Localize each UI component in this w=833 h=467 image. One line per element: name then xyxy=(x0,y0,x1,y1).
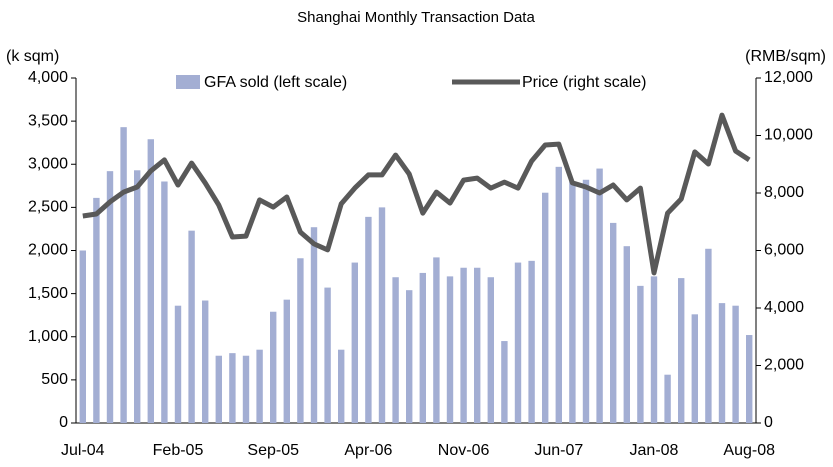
bar xyxy=(297,258,304,423)
y-tick-label: 4,000 xyxy=(28,69,68,86)
bar xyxy=(229,353,236,423)
bar xyxy=(147,139,154,424)
bar xyxy=(283,299,290,423)
bar xyxy=(93,197,100,423)
chart-title: Shanghai Monthly Transaction Data xyxy=(297,9,535,26)
bar xyxy=(365,216,372,423)
bar xyxy=(106,171,114,423)
legend-swatch xyxy=(176,75,200,89)
bar xyxy=(650,276,658,423)
bar xyxy=(528,260,535,423)
y-tick-label: 2,000 xyxy=(28,242,68,259)
bar xyxy=(310,227,318,423)
price-line xyxy=(82,112,751,276)
y-tick-label: 3,500 xyxy=(28,112,68,129)
bar xyxy=(79,250,86,423)
y-tick-label: 3,000 xyxy=(28,155,68,172)
bar xyxy=(392,277,399,423)
bar xyxy=(338,349,345,423)
bar xyxy=(555,166,562,423)
bar xyxy=(324,287,331,423)
bar xyxy=(474,267,481,423)
y2-tick-label: 6,000 xyxy=(764,242,804,259)
bar xyxy=(270,311,277,423)
bar xyxy=(174,305,182,423)
x-tick-label: Jul-04 xyxy=(61,442,105,459)
bar xyxy=(446,276,454,423)
bar xyxy=(188,230,195,423)
y-tick-label: 1,500 xyxy=(28,285,68,302)
bar xyxy=(746,335,753,423)
y-tick-label: 0 xyxy=(59,414,68,431)
legend-label: GFA sold (left scale) xyxy=(204,74,347,91)
bar xyxy=(419,272,426,423)
y2-tick-label: 4,000 xyxy=(764,299,804,316)
bar xyxy=(678,278,685,423)
bar xyxy=(406,290,413,423)
x-tick-label: Jun-07 xyxy=(534,442,583,459)
bar xyxy=(542,192,549,423)
y-tick-label: 500 xyxy=(41,371,68,388)
bar xyxy=(582,179,590,423)
y2-tick-label: 10,000 xyxy=(764,127,813,144)
bar xyxy=(664,374,671,423)
y-tick-label: 2,500 xyxy=(28,199,68,216)
bar xyxy=(623,246,630,423)
y-axis-title: (k sqm) xyxy=(6,48,59,65)
x-tick-label: Apr-06 xyxy=(344,442,392,459)
bar xyxy=(202,300,209,423)
bar xyxy=(487,277,494,423)
bar xyxy=(351,262,358,423)
bar xyxy=(242,355,250,423)
bar xyxy=(514,262,522,423)
y2-axis-title: (RMB/sqm) xyxy=(745,48,826,65)
y2-tick-label: 12,000 xyxy=(764,69,813,86)
bar xyxy=(610,222,617,423)
y-tick-label: 1,000 xyxy=(28,328,68,345)
x-tick-label: Aug-08 xyxy=(723,442,775,459)
y2-tick-label: 0 xyxy=(764,414,773,431)
bar xyxy=(501,341,508,423)
bar xyxy=(120,127,127,423)
bar xyxy=(718,303,726,423)
x-tick-label: Sep-05 xyxy=(247,442,299,459)
x-tick-label: Jan-08 xyxy=(630,442,679,459)
bar xyxy=(134,170,141,423)
bar xyxy=(691,314,698,423)
bar xyxy=(569,181,576,423)
bar xyxy=(215,355,222,423)
bar xyxy=(378,207,386,423)
y2-tick-label: 2,000 xyxy=(764,357,804,374)
bar xyxy=(256,349,263,423)
bar xyxy=(637,285,644,423)
y2-tick-label: 8,000 xyxy=(764,184,804,201)
legend-label: Price (right scale) xyxy=(522,74,646,91)
bar xyxy=(732,305,739,423)
x-tick-label: Nov-06 xyxy=(438,442,490,459)
bar xyxy=(460,267,467,423)
bar xyxy=(433,257,440,423)
x-tick-label: Feb-05 xyxy=(153,442,204,459)
bar xyxy=(596,168,603,423)
bar xyxy=(161,181,168,423)
bar xyxy=(705,248,712,423)
